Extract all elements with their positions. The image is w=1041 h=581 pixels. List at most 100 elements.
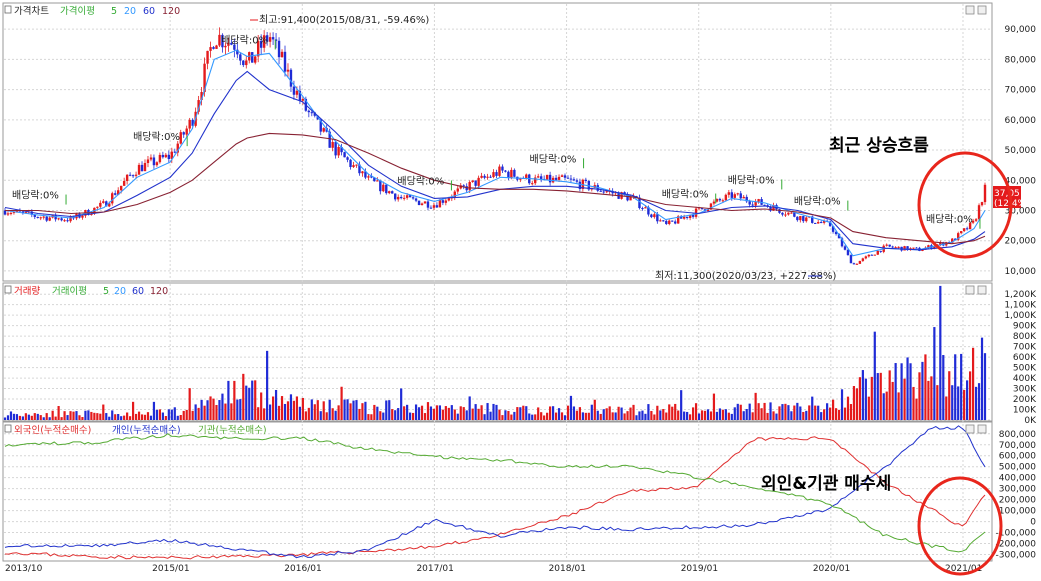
volume-bar [802, 411, 805, 420]
candle [709, 203, 713, 210]
candle [259, 40, 263, 48]
volume-bar [194, 404, 197, 420]
volume-bar [84, 410, 87, 420]
volume-bar [534, 414, 537, 420]
volume-bar [879, 372, 882, 420]
volume-bar [760, 408, 763, 420]
candle [176, 143, 179, 153]
volume-bar [164, 416, 167, 420]
price-y-axis: 90,000 80,000 70,000 60,000 50,000 40,000 30,0… [1005, 25, 1037, 277]
candle [125, 174, 129, 181]
candle [897, 246, 900, 248]
price-panel-controls [965, 5, 987, 434]
settings-icon[interactable] [4, 424, 12, 433]
volume-bar [346, 399, 349, 420]
candle [143, 163, 147, 172]
maximize-icon[interactable] [965, 285, 975, 295]
candle [784, 214, 787, 216]
volume-bar [251, 380, 254, 420]
volume-bar [912, 386, 915, 420]
volume-bar [313, 404, 316, 420]
volume-bar [971, 347, 975, 420]
volume-bar [861, 370, 864, 420]
volume-bar [215, 404, 218, 420]
candle [816, 222, 820, 224]
candle [102, 201, 105, 203]
candle [423, 201, 427, 204]
volume-bar [900, 363, 903, 420]
volume-bar [230, 403, 233, 420]
candle [36, 216, 39, 218]
candle [358, 164, 361, 174]
candle [647, 207, 650, 215]
low-annotation: 최저:11,300(2020/03/23, +227.88%) [655, 270, 837, 282]
x-tick-label: 2017/01 [416, 564, 453, 574]
candle [245, 60, 248, 66]
volume-bar [793, 405, 796, 420]
volume-bar [858, 377, 861, 420]
close-icon[interactable] [977, 5, 987, 15]
volume-bar [33, 413, 36, 420]
volume-bar [355, 400, 358, 420]
volume-bar [453, 409, 456, 420]
candle [921, 249, 924, 251]
candle [858, 260, 862, 264]
candle [12, 211, 16, 213]
volume-bar [516, 407, 519, 420]
volume-bar [903, 378, 906, 420]
volume-bar [572, 406, 576, 420]
price-legend-ma20: 20 [124, 6, 136, 17]
volume-bar [867, 396, 870, 420]
volume-bar [388, 400, 391, 420]
candle [578, 181, 582, 189]
volume-bar [51, 410, 54, 420]
candle [96, 206, 99, 208]
candle [644, 207, 647, 209]
price-panel [2, 2, 993, 282]
volume-legend: 거래량 거래이평 5 20 60 120 [4, 285, 168, 297]
y-tick-label: 90,000 [1005, 25, 1037, 35]
candle [411, 197, 415, 199]
settings-icon[interactable] [4, 5, 12, 14]
investor-grid [4, 433, 991, 556]
volume-bar [18, 415, 21, 420]
volume-bar [864, 378, 867, 420]
x-tick-label: 2016/01 [284, 564, 321, 574]
volume-bar [829, 407, 832, 420]
maximize-icon[interactable] [965, 424, 975, 434]
volume-bar [546, 412, 549, 420]
candle [840, 238, 844, 247]
y-tick-label: 1,100K [1004, 301, 1037, 311]
volume-bar [557, 408, 561, 420]
candle [668, 220, 671, 224]
volume-bar [81, 417, 84, 420]
volume-bar [236, 399, 239, 420]
close-icon[interactable] [977, 424, 987, 434]
volume-bar [811, 396, 814, 420]
volume-bar [331, 408, 334, 420]
maximize-icon[interactable] [965, 5, 975, 15]
candle [376, 180, 379, 182]
candle [340, 146, 343, 153]
candle [254, 56, 257, 63]
candle [727, 192, 731, 195]
volume-bar [373, 404, 376, 420]
highlight-circle-price [917, 151, 1013, 259]
candle [161, 154, 165, 158]
settings-icon[interactable] [4, 285, 12, 294]
volume-bar [930, 376, 933, 420]
volume-bar [60, 417, 63, 420]
candle [426, 201, 430, 208]
volume-bar [406, 404, 409, 420]
volume-bar [218, 400, 221, 420]
candle [834, 231, 838, 235]
volume-bar [438, 405, 441, 420]
y-tick-label: 500K [1013, 364, 1037, 374]
current-price-badge [993, 186, 1021, 208]
volume-bar [117, 414, 120, 420]
volume-bar [340, 386, 343, 420]
close-icon[interactable] [977, 285, 987, 295]
candle [379, 180, 382, 192]
candle [486, 176, 489, 178]
candle [444, 200, 448, 203]
